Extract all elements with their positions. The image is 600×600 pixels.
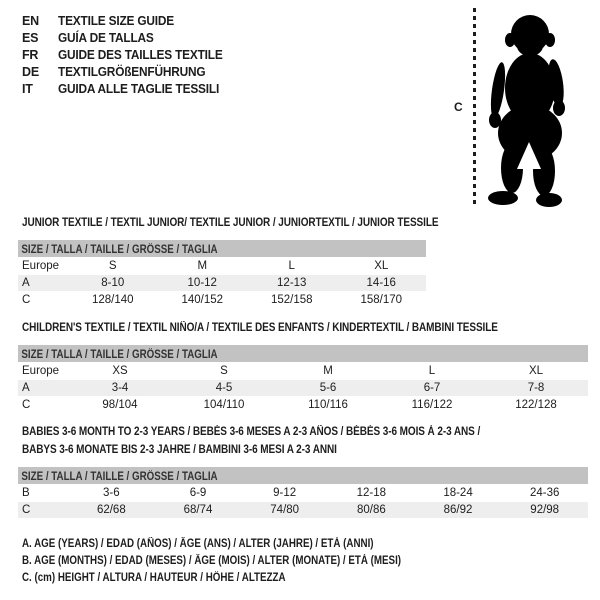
row-label: C [22,399,31,411]
size-section: JUNIOR TEXTILE / TEXTIL JUNIOR/ TEXTILE … [18,214,501,308]
section-heading-line: JUNIOR TEXTILE / TEXTIL JUNIOR/ TEXTILE … [22,217,439,229]
cell-value: M [323,365,333,377]
table-row: A 8-10 10-12 12-13 14-16 [18,275,426,291]
height-measure-label: C [454,100,463,114]
language-row: FR GUIDE DES TAILLES TEXTILE [22,47,231,64]
size-table-header: SIZE / TALLA / TAILLE / GRÖSSE / TAGLIA [18,240,426,257]
language-row: EN TEXTILE SIZE GUIDE [22,13,231,30]
table-row: C 128/140 140/152 152/158 158/170 [18,292,426,308]
language-title: TEXTILE SIZE GUIDE [58,14,175,28]
row-label: C [22,294,31,306]
section-heading-line: BABIES 3-6 MONTH TO 2-3 YEARS / BEBÉS 3-… [22,426,481,438]
size-table-header-text: SIZE / TALLA / TAILLE / GRÖSSE / TAGLIA [21,244,218,256]
cell-value: 24-36 [529,487,560,499]
cell-value: 74/80 [270,504,300,516]
cell-value: 7-8 [527,382,545,394]
table-row: B 3-6 6-9 9-12 12-18 18-24 24-36 [18,485,588,501]
cell-value: 62/68 [96,504,126,516]
language-title: TEXTILGRÖßENFÜHRUNG [58,65,206,79]
footnote-line: B. AGE (MONTHS) / EDAD (MESES) / ÂGE (MO… [22,555,402,567]
cell-value: S [108,260,117,272]
row-label: Europe [22,365,60,377]
cell-value: 3-6 [103,487,120,499]
cell-value: 158/170 [360,294,403,306]
row-label: C [22,504,31,516]
cell-value: 92/98 [530,504,560,516]
cell-value: 152/158 [270,294,313,306]
section-heading: BABIES 3-6 MONTH TO 2-3 YEARS / BEBÉS 3-… [22,423,588,459]
row-label: A [22,382,30,394]
size-table: SIZE / TALLA / TAILLE / GRÖSSE / TAGLIA E… [18,240,426,308]
cell-value: 18-24 [443,487,473,499]
cell-value: 140/152 [181,294,224,306]
section-heading: CHILDREN'S TEXTILE / TEXTIL NIÑO/A / TEX… [22,319,588,337]
cell-value: 68/74 [183,504,213,516]
size-table-header: SIZE / TALLA / TAILLE / GRÖSSE / TAGLIA [18,467,588,484]
cell-value: 128/140 [91,294,134,306]
language-code: EN [22,14,39,28]
cell-value: 12-13 [277,277,307,289]
size-table-header-text: SIZE / TALLA / TAILLE / GRÖSSE / TAGLIA [21,471,218,483]
cell-value: 14-16 [366,277,396,289]
cell-value: L [428,365,436,377]
language-row: DE TEXTILGRÖßENFÜHRUNG [22,64,231,81]
cell-value: 5-6 [319,382,337,394]
cell-value: 104/110 [203,399,245,411]
cell-value: 116/122 [411,399,453,411]
cell-value: L [288,260,295,272]
cell-value: 98/104 [102,399,138,411]
size-section: BABIES 3-6 MONTH TO 2-3 YEARS / BEBÉS 3-… [18,423,588,518]
cell-value: 8-10 [101,277,125,289]
cell-value: 3-4 [111,382,129,394]
height-measure-dashed-line [473,8,476,206]
size-table-header-text: SIZE / TALLA / TAILLE / GRÖSSE / TAGLIA [21,349,218,361]
language-list: EN TEXTILE SIZE GUIDE ES GUÍA DE TALLAS FR GU… [22,13,231,98]
footnotes: A. AGE (YEARS) / EDAD (AÑOS) / ÂGE (ANS)… [22,536,468,587]
language-code: ES [22,31,39,45]
section-heading: JUNIOR TEXTILE / TEXTIL JUNIOR/ TEXTILE … [22,214,501,232]
cell-value: 6-7 [423,382,441,394]
table-row: A 3-4 4-5 5-6 6-7 7-8 [18,380,588,396]
size-section: CHILDREN'S TEXTILE / TEXTIL NIÑO/A / TEX… [18,319,588,413]
cell-value: M [197,260,208,272]
row-label: Europe [22,260,60,272]
size-table-header: SIZE / TALLA / TAILLE / GRÖSSE / TAGLIA [18,345,588,362]
section-heading-line: BABYS 3-6 MONATE BIS 2-3 JAHRE / BAMBINI… [22,444,337,456]
language-title: GUIDA ALLE TAGLIE TESSILI [58,82,220,96]
language-row: IT GUIDA ALLE TAGLIE TESSILI [22,81,231,98]
language-code: FR [22,48,39,62]
section-heading-line: CHILDREN'S TEXTILE / TEXTIL NIÑO/A / TEX… [22,322,498,334]
footnote-line: C. (cm) HEIGHT / ALTURA / HAUTEUR / HÖHE… [22,572,286,584]
cell-value: 80/86 [356,504,386,516]
cell-value: XL [374,260,389,272]
cell-value: S [220,365,228,377]
toddler-silhouette-image [488,15,565,207]
language-code: DE [22,65,39,79]
size-table: SIZE / TALLA / TAILLE / GRÖSSE / TAGLIA B… [18,467,588,518]
table-row: C 62/68 68/74 74/80 80/86 86/92 92/98 [18,502,588,518]
cell-value: 6-9 [189,487,207,499]
cell-value: 110/116 [308,399,348,411]
cell-value: 10-12 [187,277,217,289]
cell-value: 4-5 [215,382,233,394]
footnote-line: A. AGE (YEARS) / EDAD (AÑOS) / ÂGE (ANS)… [22,538,374,550]
cell-value: 12-18 [356,487,387,499]
language-title: GUÍA DE TALLAS [58,31,154,45]
cell-value: 9-12 [273,487,297,499]
cell-value: XS [112,365,128,377]
size-table: SIZE / TALLA / TAILLE / GRÖSSE / TAGLIA E… [18,345,588,413]
table-row: Europe S M L XL [18,258,426,274]
cell-value: 86/92 [443,504,473,516]
language-row: ES GUÍA DE TALLAS [22,30,231,47]
cell-value: 122/128 [515,399,557,411]
row-label: B [22,487,30,499]
table-row: Europe XS S M L XL [18,363,588,379]
language-code: IT [22,82,33,96]
language-title: GUIDE DES TAILLES TEXTILE [58,48,223,62]
cell-value: XL [528,365,544,377]
row-label: A [22,277,30,289]
table-row: C 98/104 104/110 110/116 116/122 122/128 [18,397,588,413]
